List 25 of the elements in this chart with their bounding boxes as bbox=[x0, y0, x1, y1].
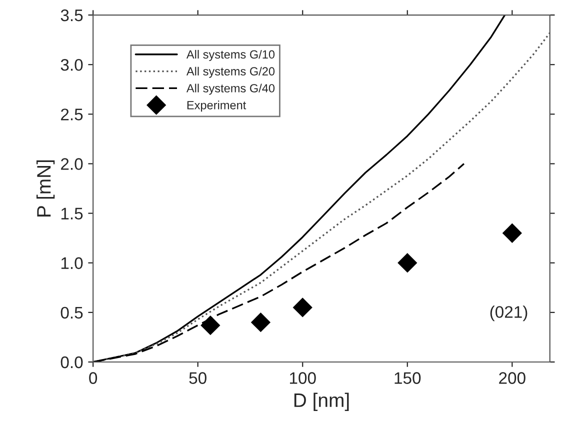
y-tick-label: 3.5 bbox=[60, 9, 83, 22]
point bbox=[200, 316, 220, 335]
y-tick-label: 2.5 bbox=[61, 108, 83, 120]
point bbox=[293, 298, 312, 318]
y-tick-label: 1.5 bbox=[61, 208, 83, 220]
x-axis-title: D [nm] bbox=[294, 392, 349, 411]
y-tick-label: 1.0 bbox=[61, 257, 83, 270]
x-tick-label: 0 bbox=[89, 372, 98, 384]
point bbox=[502, 224, 522, 243]
legend-label: All systems G/10 bbox=[186, 50, 275, 61]
point bbox=[251, 312, 270, 332]
x-tick-label: 150 bbox=[394, 372, 421, 384]
point bbox=[398, 253, 417, 272]
y-tick-label: 3.0 bbox=[60, 58, 83, 71]
y-tick-label: 0.5 bbox=[60, 306, 83, 319]
legend-label: All systems G/20 bbox=[186, 66, 275, 78]
legend-label: Experiment bbox=[187, 100, 246, 112]
annotation: (021) bbox=[490, 306, 528, 322]
x-tick-label: 200 bbox=[499, 372, 526, 384]
x-tick-label: 50 bbox=[189, 372, 206, 384]
y-tick-label: 2.0 bbox=[61, 158, 83, 170]
y-tick-label: 0.0 bbox=[60, 356, 83, 368]
x-tick-label: 100 bbox=[290, 372, 316, 384]
legend-label: All systems G/40 bbox=[186, 84, 275, 95]
y-axis-title: P [mN] bbox=[36, 160, 55, 216]
